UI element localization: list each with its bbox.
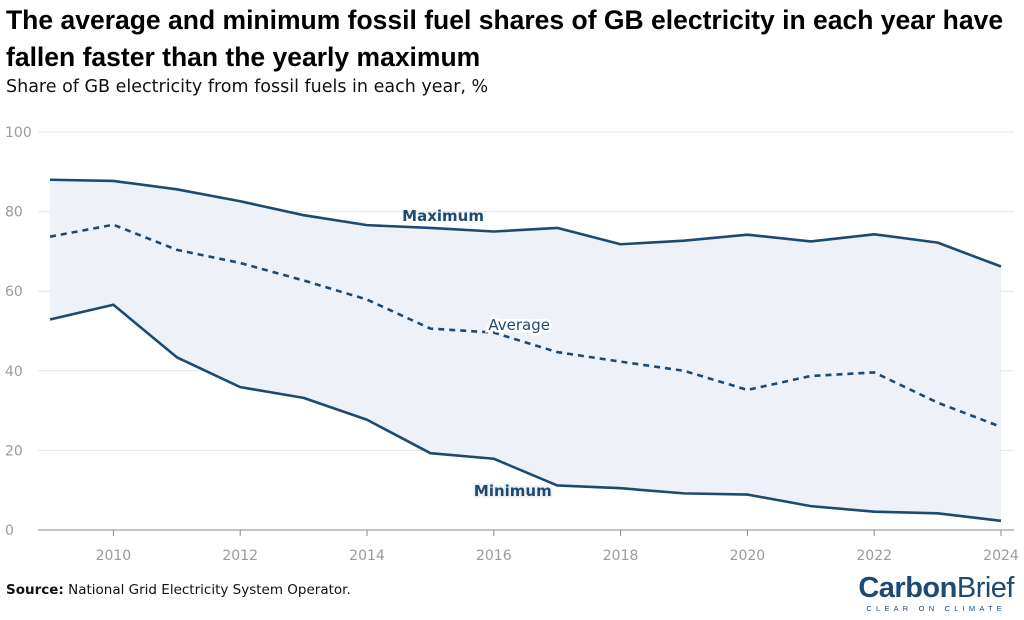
logo-wordmark: CarbonBrief xyxy=(858,573,1014,603)
series-line-maximum xyxy=(49,178,1002,268)
series-line-average xyxy=(49,223,1002,429)
y-tick-80: 80 xyxy=(5,205,23,221)
carbon-brief-logo: CarbonBrief CLEAR ON CLIMATE xyxy=(858,573,1014,613)
source-note: Source: National Grid Electricity System… xyxy=(6,582,351,598)
series-label-minimum: Minimum xyxy=(474,482,552,500)
series-line-minimum xyxy=(49,303,1002,523)
y-tick-20: 20 xyxy=(5,443,23,459)
logo-thin: Brief xyxy=(956,572,1015,604)
x-tick-2012: 2012 xyxy=(222,548,258,564)
chart-subtitle: Share of GB electricity from fossil fuel… xyxy=(6,77,489,97)
series-label-average: Average xyxy=(488,316,550,334)
x-tick-2022: 2022 xyxy=(856,548,892,564)
x-tick-2016: 2016 xyxy=(476,548,512,564)
x-tick-2020: 2020 xyxy=(730,548,766,564)
logo-tagline: CLEAR ON CLIMATE xyxy=(866,604,1006,613)
y-tick-40: 40 xyxy=(5,364,23,380)
series-lines xyxy=(49,178,1002,523)
source-text: National Grid Electricity System Operato… xyxy=(68,582,351,598)
x-tick-2024: 2024 xyxy=(983,548,1019,564)
source-label: Source: xyxy=(6,582,64,598)
x-axis-ticks: 2010 2012 2014 2016 2018 2020 2022 2024 xyxy=(96,530,1019,564)
chart-title: The average and minimum fossil fuel shar… xyxy=(6,5,1004,72)
y-tick-100: 100 xyxy=(5,125,32,141)
logo-bold: Carbon xyxy=(858,572,957,604)
y-axis-ticks: 0 20 40 60 80 100 xyxy=(5,125,32,539)
y-tick-0: 0 xyxy=(5,523,14,539)
y-tick-60: 60 xyxy=(5,284,23,300)
max-min-band xyxy=(50,179,1001,521)
x-tick-2014: 2014 xyxy=(349,548,385,564)
x-tick-2018: 2018 xyxy=(603,548,639,564)
x-tick-2010: 2010 xyxy=(96,548,132,564)
series-label-maximum: Maximum xyxy=(402,207,484,225)
